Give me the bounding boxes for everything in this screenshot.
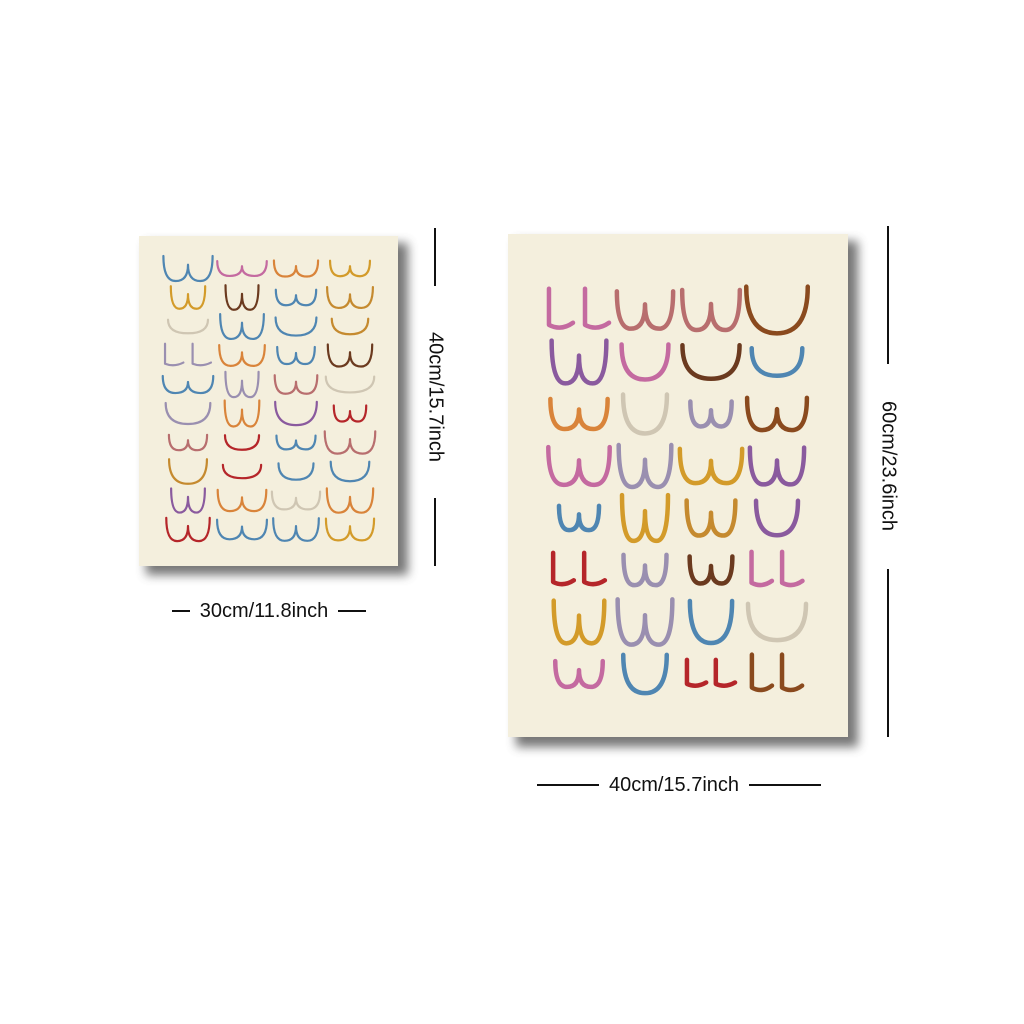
line-drawing-stroke xyxy=(224,284,260,311)
line-drawing-stroke xyxy=(332,404,368,423)
line-drawing-stroke xyxy=(166,318,210,335)
line-drawing-stroke xyxy=(326,285,374,310)
line-drawing-stroke xyxy=(221,463,263,480)
line-drawing-stroke xyxy=(169,285,207,310)
line-drawing-stroke xyxy=(621,652,669,696)
line-drawing-stroke xyxy=(215,518,269,541)
line-drawing-stroke xyxy=(684,657,738,688)
line-drawing-stroke xyxy=(165,516,211,543)
line-drawing-stroke xyxy=(550,550,608,587)
line-drawing-stroke xyxy=(619,342,671,382)
line-drawing-stroke xyxy=(749,345,805,379)
line-drawing-stroke xyxy=(749,652,805,693)
line-drawing-stroke xyxy=(274,400,318,427)
line-drawing-stroke xyxy=(687,554,735,586)
line-drawing-stroke xyxy=(744,284,810,336)
line-drawing-stroke xyxy=(216,488,268,513)
line-drawing-stroke xyxy=(326,343,374,368)
line-drawing-stroke xyxy=(273,374,319,395)
line-drawing-stroke xyxy=(276,345,316,366)
line-drawing-stroke xyxy=(274,316,318,337)
line-drawing-stroke xyxy=(753,498,801,538)
line-drawing-stroke xyxy=(621,552,669,588)
line-drawing-stroke xyxy=(680,342,742,382)
line-drawing-stroke xyxy=(548,396,610,432)
large-width-dimension: 40cm/15.7inch xyxy=(509,771,849,799)
line-drawing-stroke xyxy=(619,492,671,544)
line-drawing-stroke xyxy=(275,434,317,451)
line-drawing-stroke xyxy=(216,259,268,278)
dimension-line xyxy=(536,784,599,786)
line-drawing-stroke xyxy=(218,344,266,367)
line-drawing-stroke xyxy=(679,287,743,333)
line-drawing-stroke xyxy=(687,598,735,646)
line-drawing-stroke xyxy=(224,370,260,399)
line-drawing-stroke xyxy=(546,286,612,330)
dimension-line xyxy=(434,228,436,286)
line-drawing-stroke xyxy=(747,445,807,487)
line-drawing-stroke xyxy=(325,487,375,514)
line-drawing-stroke xyxy=(167,458,209,485)
line-drawing-stroke xyxy=(688,399,734,429)
small-canvas-artwork xyxy=(161,254,377,543)
large-canvas xyxy=(508,234,848,737)
line-drawing-stroke xyxy=(620,392,670,436)
line-drawing-stroke xyxy=(330,317,370,336)
small-height-dimension: 40cm/15.7inch xyxy=(425,228,447,566)
small-canvas xyxy=(139,236,398,566)
line-drawing-stroke xyxy=(163,342,213,367)
line-drawing-stroke xyxy=(270,490,322,511)
line-drawing-stroke xyxy=(745,601,809,643)
line-drawing-stroke xyxy=(749,549,805,588)
line-drawing-stroke xyxy=(616,442,674,490)
line-drawing-stroke xyxy=(546,444,612,488)
line-drawing-stroke xyxy=(164,401,212,426)
line-drawing-stroke xyxy=(684,498,738,538)
line-drawing-stroke xyxy=(556,503,602,533)
line-drawing-stroke xyxy=(551,598,607,646)
line-drawing-stroke xyxy=(219,312,265,341)
dimension-line xyxy=(887,226,889,364)
line-drawing-stroke xyxy=(328,259,372,278)
small-height-label: 40cm/15.7inch xyxy=(424,331,447,463)
line-drawing-stroke xyxy=(272,517,320,542)
line-drawing-stroke xyxy=(277,462,315,481)
line-drawing-stroke xyxy=(274,288,318,307)
line-drawing-stroke xyxy=(329,460,371,483)
large-canvas-artwork xyxy=(546,284,810,696)
line-drawing-stroke xyxy=(615,597,675,647)
large-height-dimension: 60cm/23.6inch xyxy=(878,226,900,737)
line-drawing-stroke xyxy=(223,434,261,451)
line-drawing-stroke xyxy=(744,395,810,433)
line-drawing-stroke xyxy=(167,433,209,452)
dimension-line xyxy=(171,610,190,612)
dimension-line xyxy=(338,610,367,612)
line-drawing-stroke xyxy=(162,254,214,283)
line-drawing-stroke xyxy=(323,430,377,455)
line-drawing-stroke xyxy=(161,374,215,395)
dimension-line xyxy=(749,784,822,786)
small-width-label: 30cm/11.8inch xyxy=(199,599,329,622)
small-width-dimension: 30cm/11.8inch xyxy=(142,597,396,625)
large-width-label: 40cm/15.7inch xyxy=(608,773,740,796)
line-drawing-stroke xyxy=(553,658,605,690)
dimension-line xyxy=(434,498,436,566)
line-drawing-stroke xyxy=(549,338,609,386)
line-drawing-stroke xyxy=(614,289,676,331)
line-drawing-stroke xyxy=(272,259,320,278)
large-height-label: 60cm/23.6inch xyxy=(877,400,900,532)
line-drawing-stroke xyxy=(223,399,261,428)
line-drawing-stroke xyxy=(677,446,745,486)
line-drawing-stroke xyxy=(170,487,206,514)
line-drawing-stroke xyxy=(324,375,376,394)
dimension-line xyxy=(887,569,889,737)
line-drawing-stroke xyxy=(324,517,376,542)
